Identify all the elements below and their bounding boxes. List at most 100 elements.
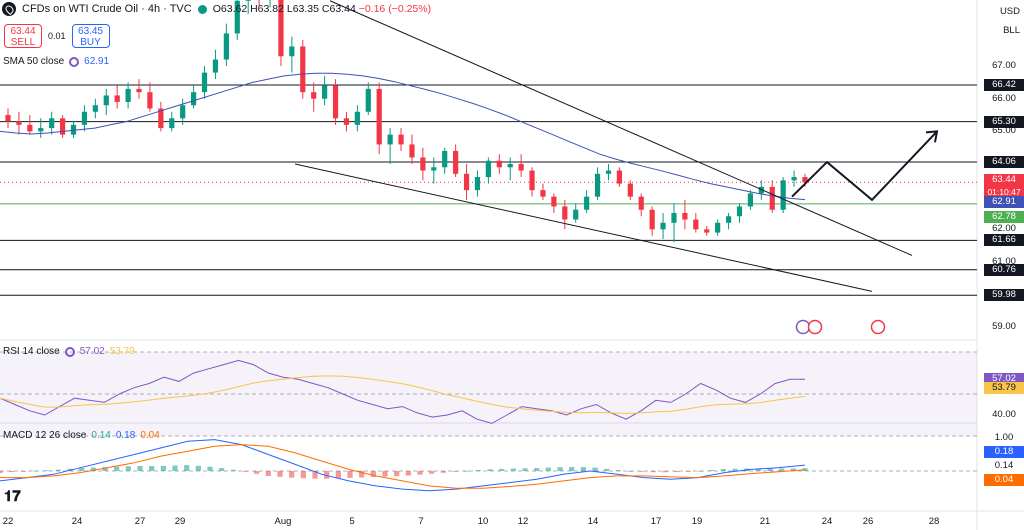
macd-hist-bar [102,467,108,471]
candle-body [638,196,644,210]
macd-hist-bar [382,471,388,477]
candle-body [420,157,426,171]
candle-body [278,0,284,57]
macd-hist-bar [20,471,26,472]
candle-body [245,0,251,1]
rsi-ma-line [0,375,806,414]
level-price-tag: 60.76 [984,263,1024,276]
macd-hist-bar [300,471,306,479]
candle-body [485,160,491,178]
level-price-tag: 64.06 [984,156,1024,169]
candle-body [627,183,633,197]
buy-button[interactable]: 63.45 BUY [71,24,110,48]
candle-body [573,209,579,220]
macd-hist-bar [230,469,236,471]
price-tick-label: 61.00 [992,255,1016,267]
candle-body [431,167,437,171]
level-price-tag: 59.98 [984,289,1024,302]
macd-hist-bar [219,468,225,471]
macd-hist-bar [674,471,680,473]
macd-hist-bar [440,471,446,473]
macd-tick-label: 1.00 [994,432,1014,443]
candle-body [584,196,590,210]
candle-body [16,121,22,125]
candle-body [616,170,622,184]
macd-hist-bar [732,468,738,471]
candle-body [769,186,775,210]
time-tick-label: 27 [134,516,146,527]
macd-hist-bar [487,469,493,471]
rsi-settings-icon[interactable] [64,346,75,357]
macd-hist-value: 0.14 [91,430,111,441]
time-tick-label: 10 [477,516,489,527]
macd-hist-bar [685,471,691,472]
candle-body [311,92,317,99]
ohlc-close: C63.44 [321,3,356,15]
macd-legend[interactable]: MACD 12 26 close 0.14 0.18 0.04 [3,430,160,441]
candle-body [605,170,612,174]
projection-path [791,130,938,202]
macd-hist-bar [160,465,166,471]
green-level-tag: 62.78 [984,210,1024,223]
candle-body [758,186,764,194]
macd-hist-bar [289,471,295,478]
unit-selector[interactable]: BLL [1003,25,1020,36]
candle-body [212,59,219,73]
macd-hist-bar [114,466,120,471]
level-price-tag: 65.30 [984,115,1024,128]
candle-body [398,134,404,145]
time-tick-label: 12 [517,516,529,527]
sell-button[interactable]: 63.44 SELL [4,24,42,48]
currency-selector[interactable]: USD [999,6,1020,17]
macd-hist-tag: 0.14 [984,460,1024,472]
macd-hist-bar [417,471,423,475]
candle-body [551,196,557,207]
macd-hist-bar [149,466,155,471]
macd-hist-bar [464,470,470,472]
macd-hist-bar [697,470,703,472]
symbol-title[interactable]: CFDs on WTI Crude Oil · 4h · TVC [22,3,192,15]
ohlc-open: O63.62 [212,3,248,15]
candle-body [191,92,197,106]
time-tick-label: 26 [862,516,874,527]
buy-label: BUY [80,37,101,48]
candle-body [474,177,481,191]
countdown-timer: 01:10:47 [987,187,1021,198]
rsi-legend[interactable]: RSI 14 close 57.02 53.79 [3,346,135,357]
candle-body [649,209,655,230]
candle-body [802,177,808,183]
event-flag-icon [795,319,811,335]
candle-body [376,88,382,145]
macd-hist-bar [172,465,178,471]
candle-body [365,88,371,112]
candle-body [70,124,77,135]
macd-hist-bar [324,471,330,479]
sell-price: 63.44 [10,26,36,37]
macd-hist-bar [779,468,785,471]
tradingview-logo[interactable]: 𝟏𝟕 [4,488,21,505]
macd-hist-bar [44,470,50,472]
candle-body [92,105,98,112]
sma-line [0,72,806,201]
candle-body [27,124,33,132]
macd-hist-bar [277,471,283,477]
candle-body [780,180,786,210]
candle-body [343,118,350,125]
time-tick-label: 19 [691,516,703,527]
sma-legend[interactable]: SMA 50 close 62.91 [3,56,109,67]
macd-hist-bar [0,471,3,473]
time-tick-label: Aug [274,516,292,527]
trade-panel: 63.44 SELL 0.01 63.45 BUY [4,24,110,48]
candle-body [289,46,295,57]
candle-body [725,216,732,223]
candle-body [682,212,688,220]
sma-settings-icon[interactable] [69,56,80,67]
macd-hist-bar [627,470,633,472]
macd-value-tag: 0.18 [984,446,1024,458]
candle-body [442,150,448,168]
candle-body [715,222,721,233]
macd-hist-bar [662,471,668,473]
sma-value: 62.91 [84,56,110,67]
candle-body [562,206,568,220]
